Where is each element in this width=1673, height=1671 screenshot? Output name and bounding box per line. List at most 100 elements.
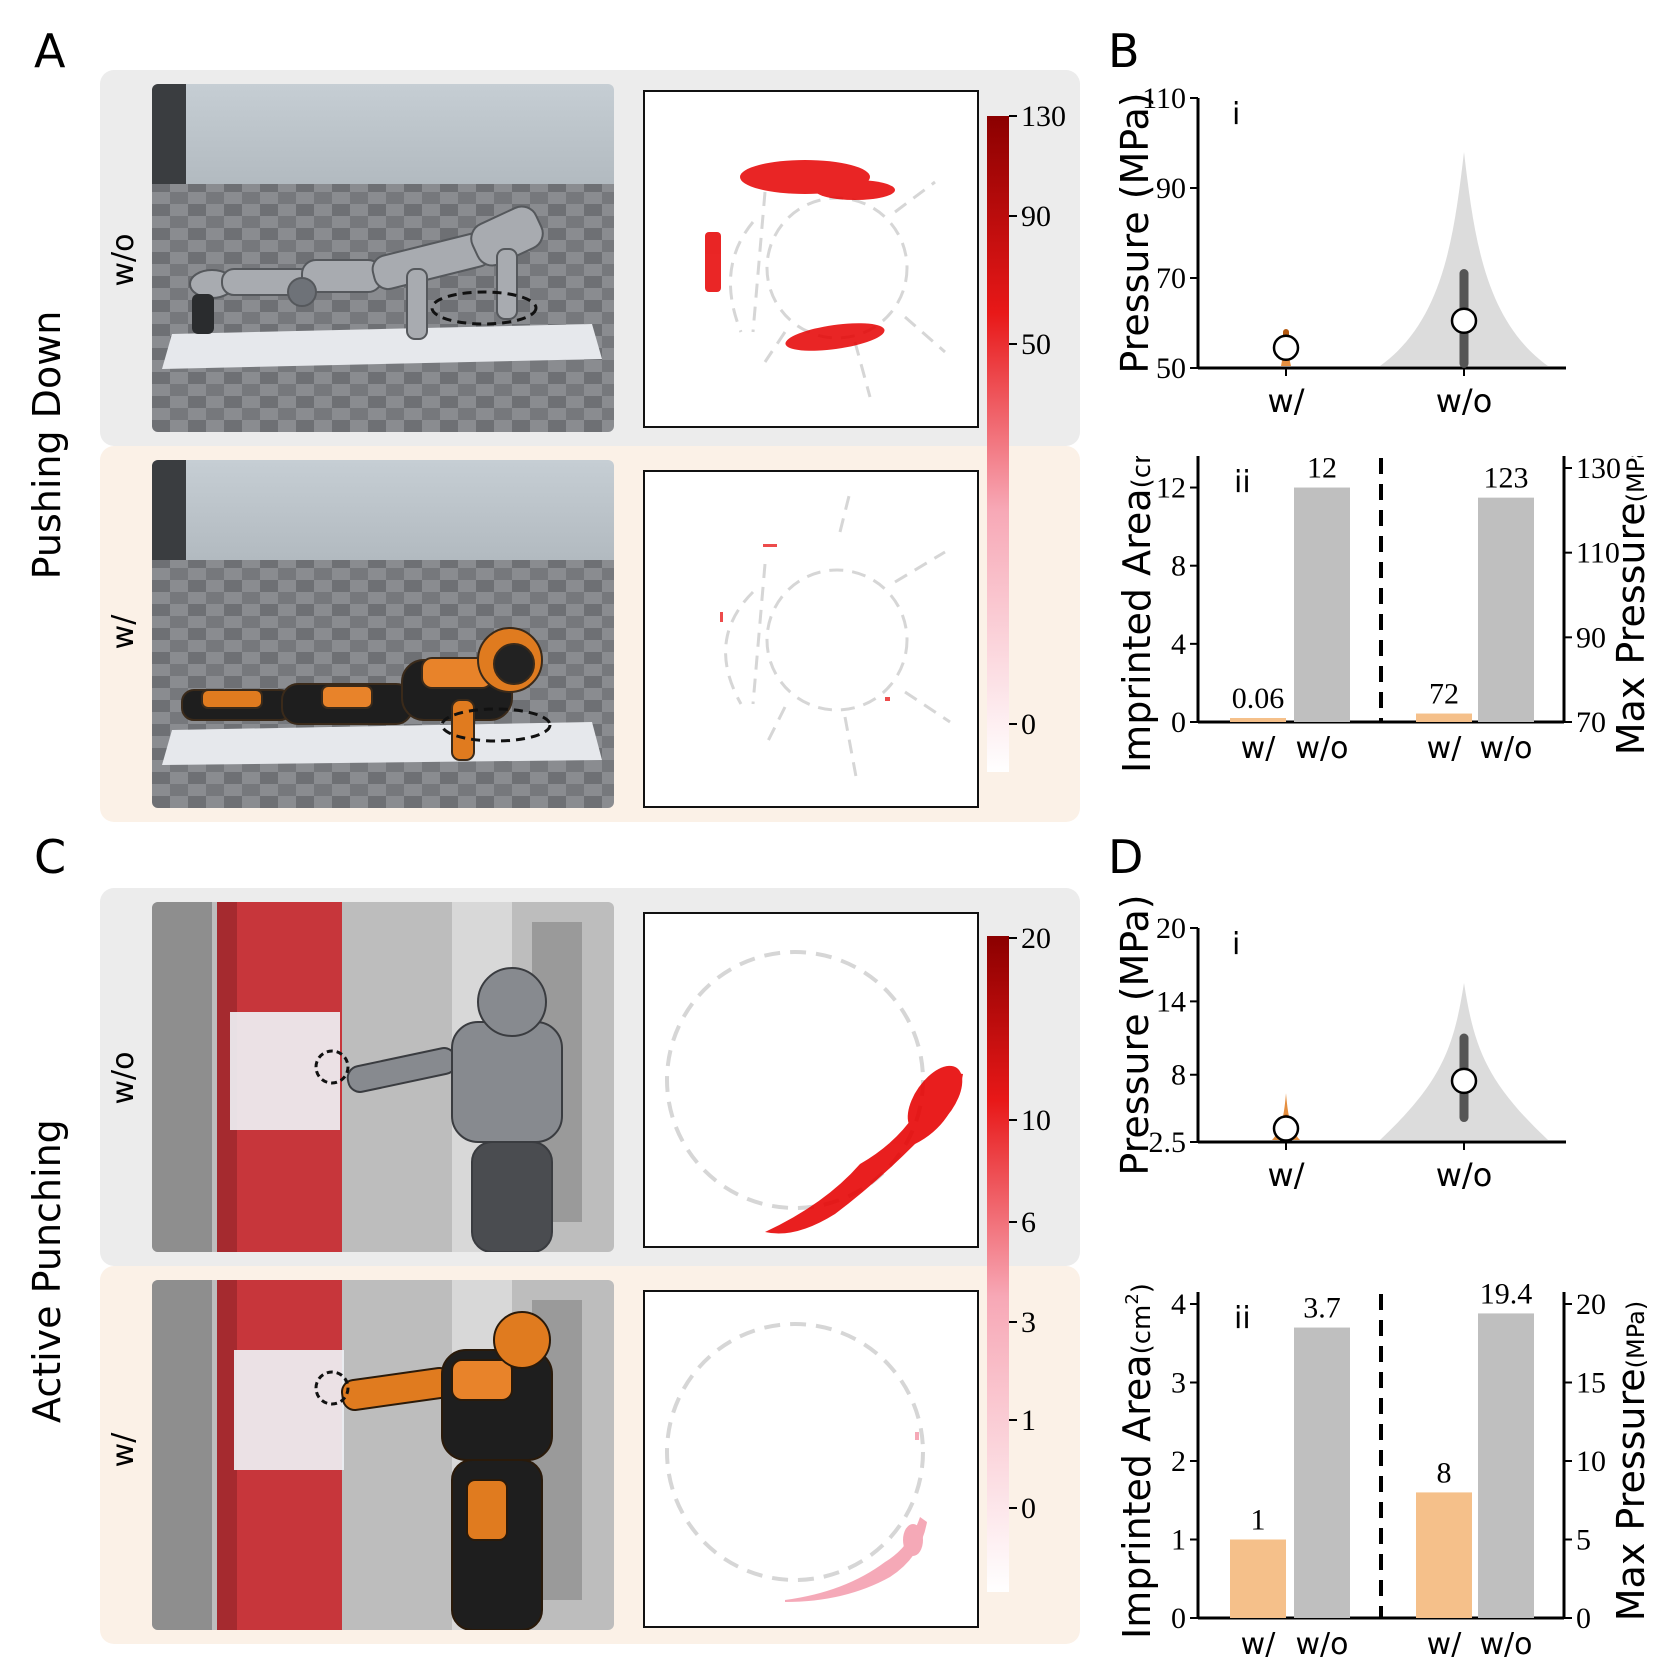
colorbar-tick-label: 0	[1021, 1492, 1036, 1525]
chart-b-ii-bars: 12 8 4 0 130 110 90 70 Imprinted Area(cm2) Max Pr…	[1115, 456, 1653, 773]
colorbar-tick-label: 90	[1021, 200, 1051, 233]
row-label-with-a: w/	[106, 614, 141, 650]
left-y-tick-label: 0	[1171, 1602, 1186, 1635]
x-tick-label: w/	[1427, 731, 1463, 766]
violin-shape	[1380, 152, 1548, 366]
colorbar-tick-label: 3	[1021, 1306, 1036, 1339]
x-tick-label: w/o	[1296, 731, 1349, 766]
colorbar-bottom-gradient	[987, 936, 1009, 1592]
y-tick-label: 50	[1156, 352, 1186, 385]
bar	[1294, 1327, 1350, 1618]
left-y-axis-label-unit: (cm	[1127, 1305, 1157, 1355]
photo-robot-without-suit-pushing	[152, 84, 614, 432]
x-tick-label: w/	[1268, 1156, 1305, 1194]
pressure-map-with-punching	[643, 1290, 979, 1628]
photo-robot-without-suit-punching	[152, 902, 614, 1252]
x-tick-label: w/	[1241, 731, 1277, 766]
x-tick-label: w/	[1427, 1627, 1463, 1662]
panel-letter-c: C	[34, 830, 67, 884]
left-y-tick-label: 4	[1171, 628, 1186, 661]
panel-letter-a: A	[34, 24, 66, 78]
y-tick-label: 90	[1156, 172, 1186, 205]
left-y-axis-label-superscript: 2	[1122, 1293, 1143, 1304]
right-y-tick-label: 20	[1576, 1288, 1606, 1321]
bar	[1478, 497, 1534, 722]
colorbar-tick-label: 6	[1021, 1206, 1036, 1239]
bar-value-label: 0.06	[1232, 682, 1285, 715]
bar	[1230, 1539, 1286, 1618]
left-y-axis-label-close: )	[1127, 1283, 1157, 1293]
bar-axes: 12 8 4 0 130 110 90 70 Imprinted Area(cm2) Max Pr…	[1115, 456, 1653, 773]
bar-value-label: 123	[1484, 462, 1529, 495]
photo-robot-with-suit-pushing	[152, 460, 614, 808]
panel-letter-d: D	[1108, 830, 1144, 884]
x-tick-label: w/o	[1480, 1627, 1533, 1662]
violin-median-marker	[1450, 307, 1478, 334]
x-tick-label: w/o	[1436, 1156, 1493, 1194]
right-y-tick-label: 70	[1576, 706, 1606, 739]
panel-tag: i	[1232, 927, 1240, 962]
section-label-pushing-down: Pushing Down	[25, 310, 69, 580]
bar	[1294, 487, 1350, 722]
right-y-tick-label: 110	[1576, 537, 1620, 570]
left-y-tick-label: 2	[1171, 1445, 1186, 1478]
left-y-axis-label-main: Imprinted Area	[1115, 1354, 1159, 1639]
right-y-tick-label: 130	[1576, 456, 1621, 485]
y-tick-label: 20	[1156, 912, 1186, 945]
x-tick-label: w/o	[1296, 1627, 1349, 1662]
row-label-without-c: w/o	[106, 1051, 141, 1105]
left-y-axis-label: Imprinted Area(cm2)	[1115, 456, 1159, 773]
left-y-axis-label-unit: (cm	[1127, 456, 1157, 488]
right-y-tick-label: 15	[1576, 1367, 1606, 1400]
colorbar-top-gradient	[987, 116, 1009, 772]
bar-value-label: 12	[1307, 456, 1337, 485]
panel-tag: i	[1232, 97, 1240, 132]
colorbar-tick-label: 10	[1021, 1104, 1051, 1137]
left-y-axis-label: Imprinted Area(cm2)	[1115, 1283, 1159, 1639]
right-y-axis-label-main: Max Pressure	[1609, 1368, 1653, 1621]
colorbar-tick-label: 50	[1021, 328, 1051, 361]
x-tick-label: w/	[1268, 382, 1305, 420]
left-y-tick-label: 0	[1171, 706, 1186, 739]
left-y-tick-label: 12	[1156, 472, 1186, 505]
right-y-tick-label: 10	[1576, 1445, 1606, 1478]
y-axis-label: Pressure (MPa)	[1113, 894, 1157, 1175]
bar-value-label: 1	[1251, 1504, 1266, 1537]
photo-robot-with-suit-punching	[152, 1280, 614, 1630]
left-y-tick-label: 1	[1171, 1524, 1186, 1557]
colorbar-tick-label: 1	[1021, 1404, 1036, 1437]
violin-median-marker	[1272, 334, 1300, 361]
left-y-tick-label: 4	[1171, 1288, 1186, 1321]
bar-value-label: 19.4	[1480, 1278, 1533, 1310]
right-y-tick-label: 0	[1576, 1602, 1591, 1635]
left-y-axis-label-main: Imprinted Area	[1115, 488, 1159, 773]
right-y-axis-label: Max Pressure(MPa)	[1609, 1301, 1653, 1621]
bar	[1416, 1492, 1472, 1618]
pressure-map-with-pushing	[643, 470, 979, 808]
left-y-tick-label: 8	[1171, 550, 1186, 583]
left-y-tick-label: 3	[1171, 1367, 1186, 1400]
bar	[1230, 718, 1286, 722]
x-tick-label: w/	[1241, 1627, 1277, 1662]
bar-value-label: 3.7	[1303, 1292, 1341, 1325]
right-y-tick-label: 5	[1576, 1524, 1591, 1557]
pressure-map-without-punching	[643, 912, 979, 1248]
colorbar-tick-label: 20	[1021, 922, 1051, 955]
section-label-active-punching: Active Punching	[25, 1119, 69, 1423]
colorbar-tick-label: 0	[1021, 708, 1036, 741]
y-tick-label: 8	[1171, 1059, 1186, 1092]
right-y-axis-label-unit: (MPa)	[1622, 1301, 1650, 1369]
right-y-axis-label: Max Pressure(MPa)	[1609, 456, 1653, 755]
panel-letter-b: B	[1108, 24, 1140, 78]
right-y-tick-label: 90	[1576, 621, 1606, 654]
pressure-map-without-pushing	[643, 90, 979, 428]
y-tick-label: 14	[1156, 985, 1186, 1018]
colorbar-top: 130 90 50 0	[987, 100, 1066, 772]
y-tick-label: 2.5	[1149, 1126, 1187, 1159]
row-label-without-a: w/o	[106, 233, 141, 287]
